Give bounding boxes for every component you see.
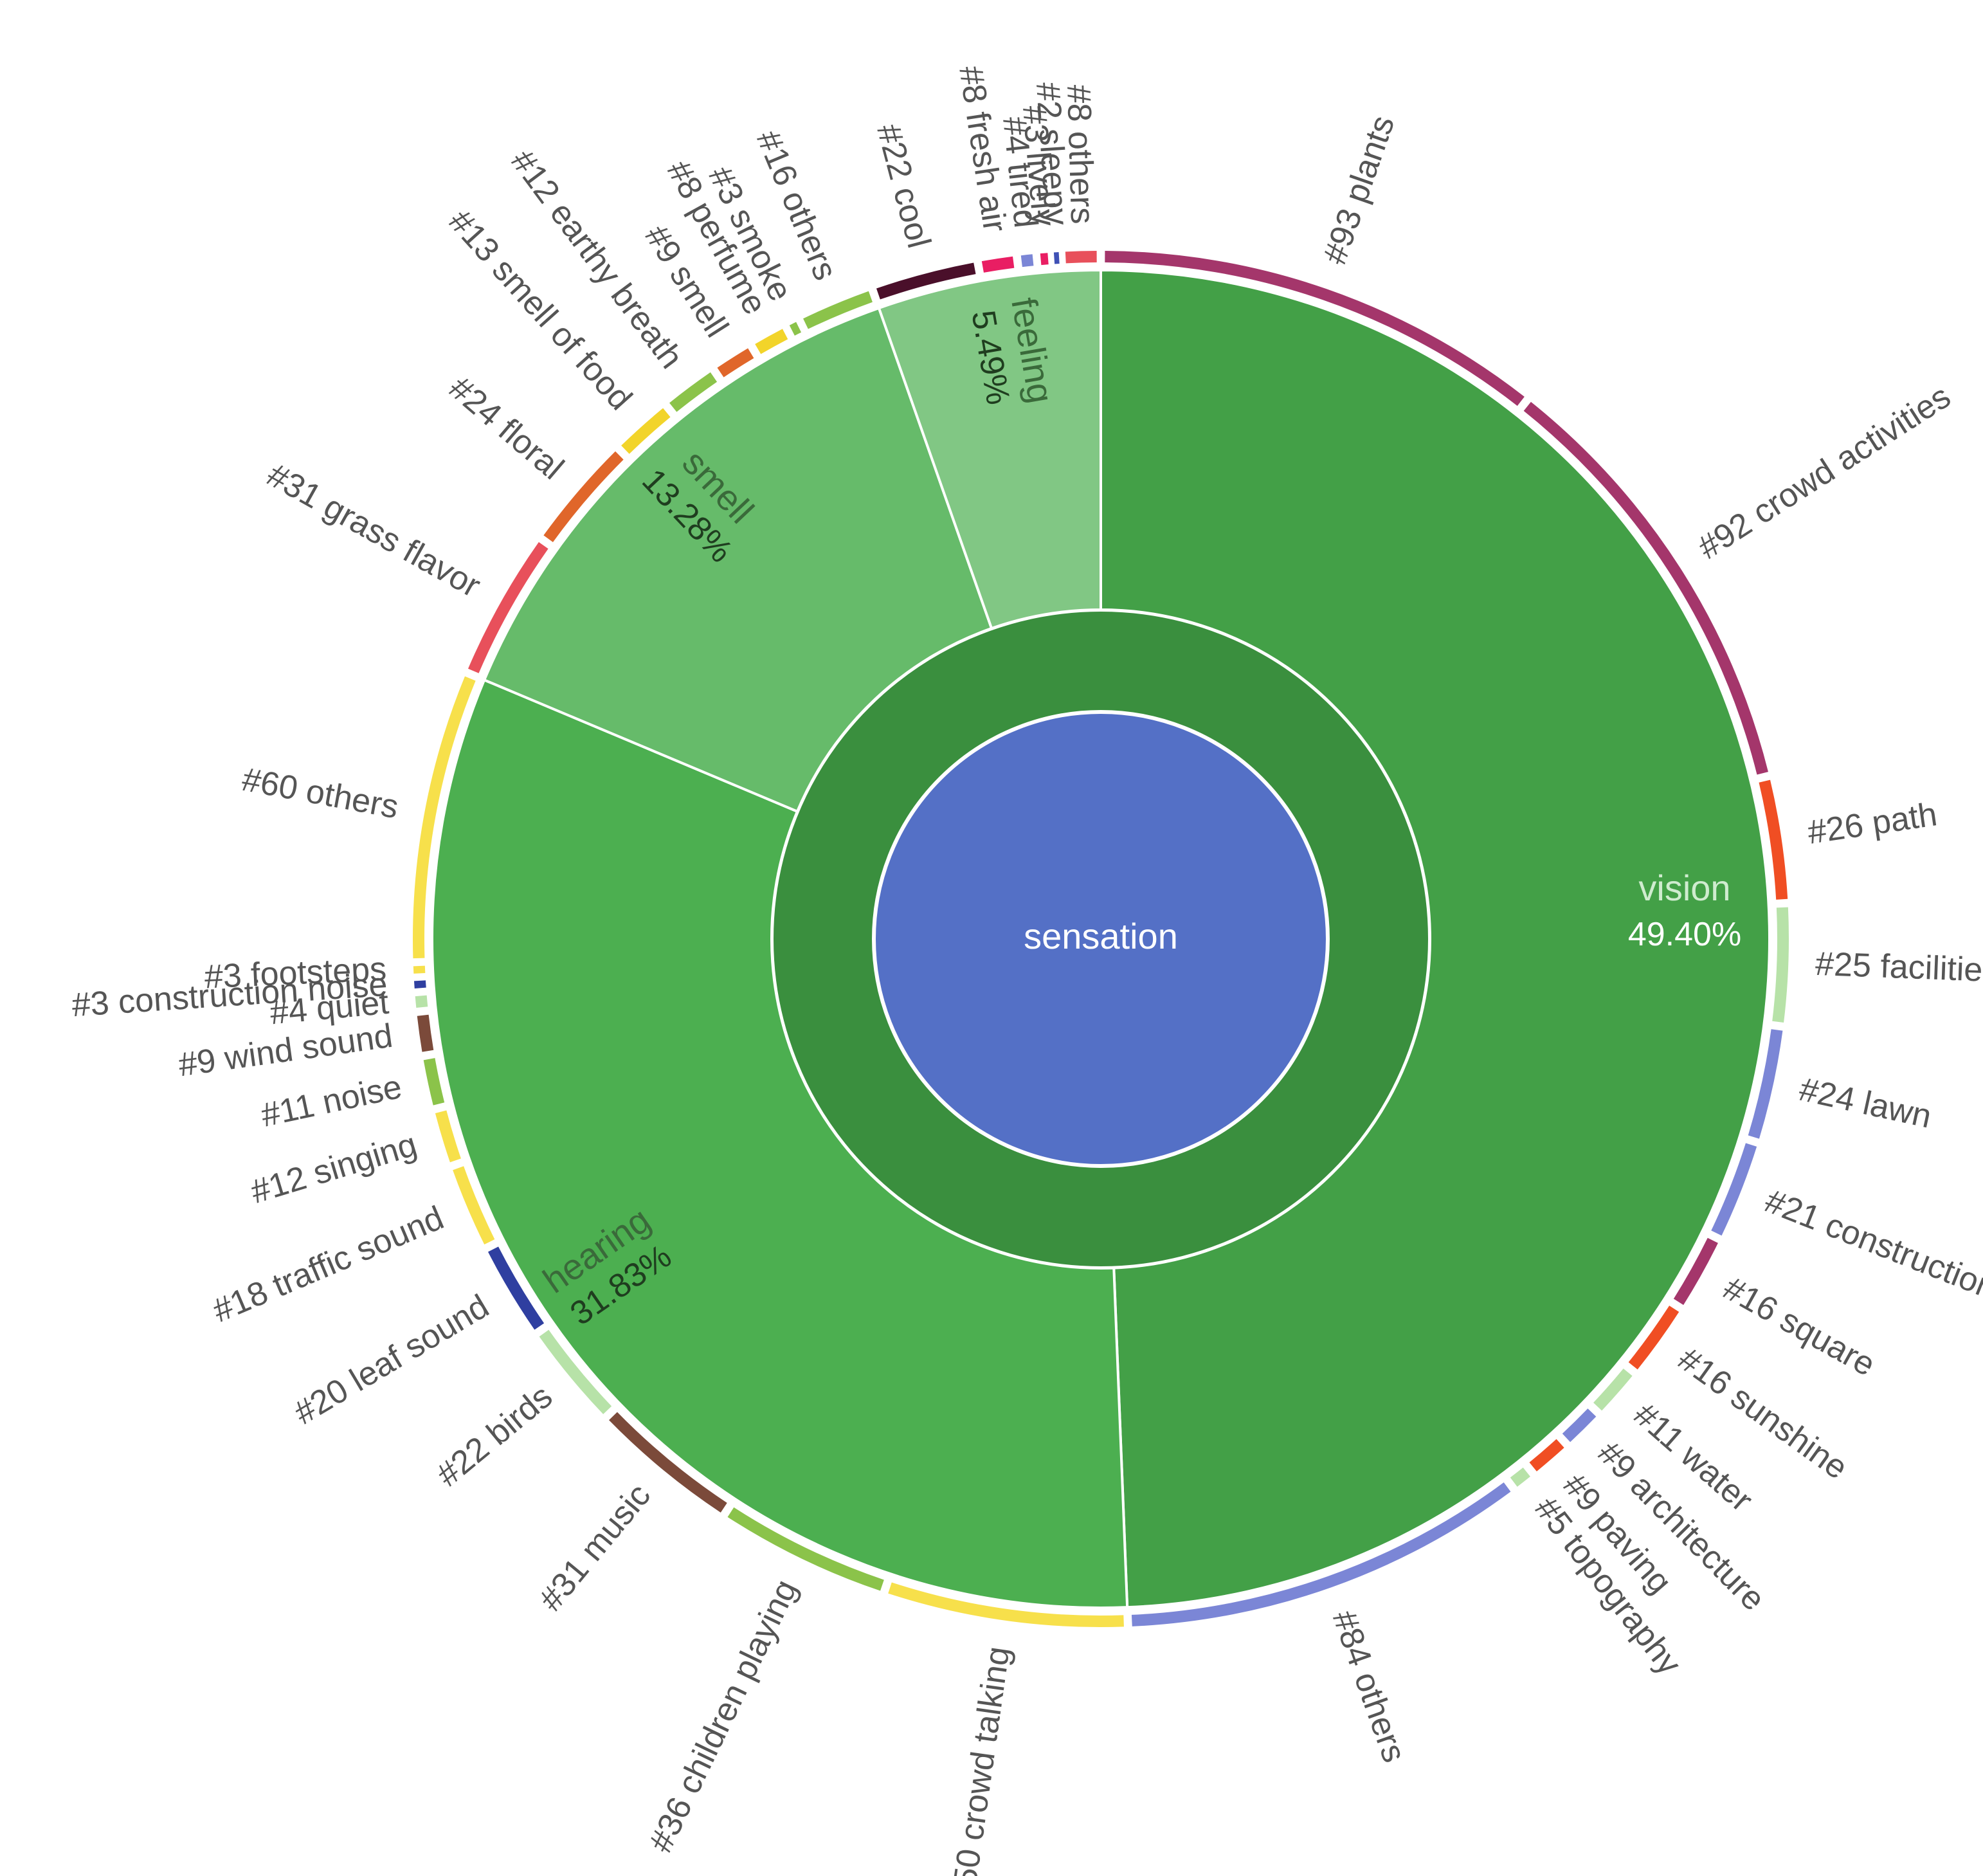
outer-arc-vision-lawn-4 — [1748, 1029, 1783, 1139]
outer-label-smell-grass-flavor-0: #31 grass flavor — [260, 456, 486, 605]
ring-sensation — [773, 611, 1429, 1267]
outer-arc-smell-smoke-6 — [789, 322, 802, 336]
outer-arc-vision-water-8 — [1593, 1368, 1633, 1411]
outer-label-hearing-crowd-talking-0: #50 crowd talking — [944, 1644, 1017, 1876]
outer-arc-vision-construction-5 — [1711, 1143, 1757, 1236]
outer-arc-smell-earthy-breath-3 — [669, 372, 718, 412]
outer-arc-hearing-construction-noise-10 — [414, 980, 426, 988]
outer-arc-vision-facilities-3 — [1772, 907, 1789, 1023]
outer-label-hearing-children-playing-1: #36 children playing — [642, 1574, 804, 1858]
outer-arc-feeling-cool-0 — [876, 262, 976, 300]
outer-label-vision-others-12: #84 others — [1325, 1606, 1413, 1767]
outer-arc-vision-sunshine-7 — [1628, 1306, 1680, 1370]
outer-label-vision-lawn-4: #24 lawn — [1796, 1071, 1935, 1136]
outer-label-hearing-traffic-sound-5: #18 traffic sound — [208, 1199, 449, 1330]
outer-label-feeling-others-5: #8 others — [1060, 84, 1101, 224]
outer-label-hearing-birds-3: #22 birds — [430, 1378, 559, 1494]
outer-label-vision-facilities-3: #25 facilities — [1815, 945, 1983, 990]
category-percent-vision: 49.40% — [1628, 916, 1741, 953]
outer-arc-hearing-quiet-9 — [415, 995, 428, 1008]
root-circle — [873, 711, 1328, 1167]
outer-arc-hearing-birds-3 — [539, 1329, 612, 1414]
outer-label-hearing-noise-7: #11 noise — [258, 1068, 405, 1134]
outer-arc-feeling-others-5 — [1065, 251, 1097, 264]
outer-label-hearing-leaf-sound-4: #20 leaf sound — [288, 1288, 496, 1432]
outer-arc-hearing-footsteps-11 — [413, 965, 426, 974]
inner-ring — [771, 609, 1431, 1269]
outer-arc-feeling-lively-3 — [1040, 253, 1049, 266]
outer-label-feeling-sleepy-4: #2 sleepy — [1029, 81, 1075, 226]
outer-label-hearing-singing-6: #12 singing — [247, 1126, 421, 1211]
outer-arc-smell-floral-1 — [543, 451, 624, 542]
outer-arc-hearing-singing-6 — [435, 1110, 461, 1163]
outer-label-vision-construction-5: #21 construction — [1760, 1182, 1983, 1307]
outer-label-feeling-cool-0: #22 cool — [869, 120, 937, 252]
outer-label-hearing-others-12: #60 others — [239, 761, 401, 826]
outer-arc-smell-smell-4 — [717, 348, 754, 378]
outer-arc-smell-others-7 — [803, 291, 873, 329]
outer-label-vision-path-2: #26 path — [1806, 796, 1940, 851]
outer-label-vision-square-6: #16 square — [1717, 1270, 1881, 1383]
outer-arc-smell-grass-flavor-0 — [467, 542, 548, 673]
outer-arc-hearing-others-12 — [413, 676, 476, 959]
center-label: sensation — [1024, 916, 1178, 956]
outer-arc-vision-paving-10 — [1529, 1439, 1564, 1471]
outer-arc-smell-perfume-5 — [755, 329, 788, 354]
outer-label-vision-crowd-activities-1: #92 crowd activities — [1692, 378, 1957, 567]
outer-arc-smell-smell-of-food-2 — [621, 408, 671, 454]
category-wedges — [431, 268, 1771, 1609]
outer-arc-hearing-leaf-sound-4 — [488, 1246, 545, 1330]
outer-arc-feeling-fresh-air-1 — [981, 256, 1015, 273]
category-name-vision: vision — [1638, 868, 1730, 908]
category-label-vision: vision 49.40% — [1628, 868, 1741, 953]
outer-arc-feeling-tired-2 — [1020, 254, 1034, 268]
outer-label-smell-floral-1: #24 floral — [442, 369, 570, 487]
outer-arc-feeling-sleepy-4 — [1053, 252, 1060, 264]
category-labels: vision49.40%hearing31.83%smell13.28%feel… — [536, 295, 1741, 1333]
outer-label-hearing-music-2: #31 music — [532, 1477, 658, 1618]
outer-label-vision-plants-0: #93 plants — [1316, 111, 1402, 269]
outer-arc-vision-topography-11 — [1510, 1467, 1530, 1487]
outer-label-hearing-footsteps-11: #3 footsteps — [204, 951, 388, 996]
ring-outline — [771, 609, 1431, 1269]
outer-arcs — [413, 251, 1789, 1628]
outer-arc-vision-path-2 — [1759, 779, 1788, 900]
outer-arc-hearing-noise-7 — [423, 1058, 445, 1106]
outer-arc-hearing-crowd-talking-0 — [888, 1582, 1124, 1628]
outer-arc-vision-square-6 — [1673, 1237, 1718, 1306]
outer-arc-hearing-wind-sound-8 — [417, 1014, 434, 1052]
outer-arc-hearing-children-playing-1 — [727, 1507, 884, 1591]
outer-arc-hearing-music-2 — [609, 1412, 727, 1513]
outer-arc-hearing-traffic-sound-5 — [453, 1166, 495, 1245]
outer-arc-vision-architecture-9 — [1562, 1408, 1597, 1443]
